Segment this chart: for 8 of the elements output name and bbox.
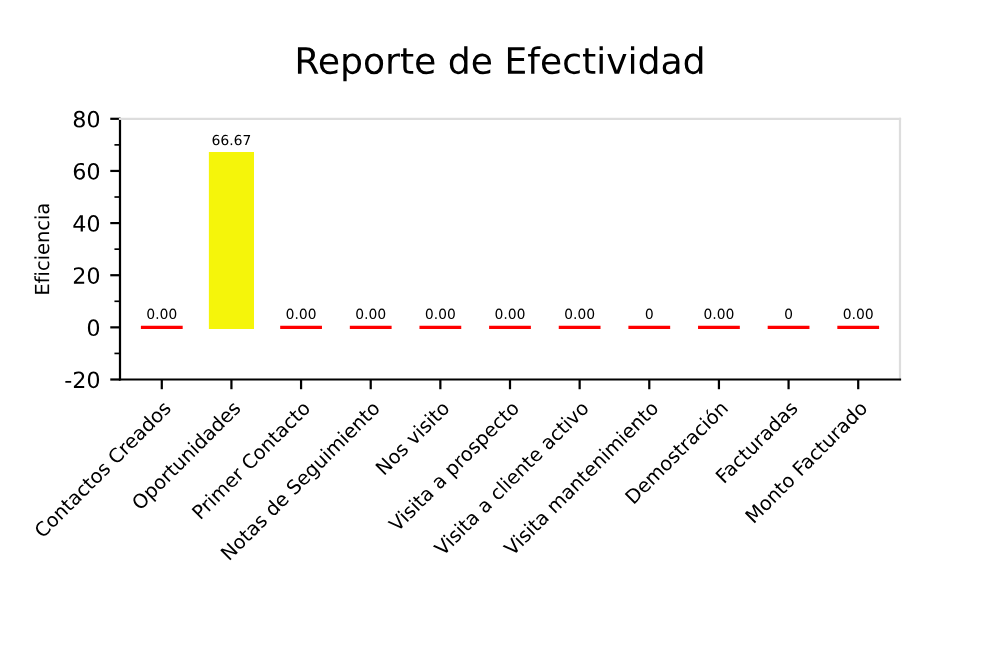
y-tick-label: -20 (65, 371, 100, 389)
y-tick-label: 80 (73, 110, 100, 128)
chart-title: Reporte de Efectividad (297, 46, 703, 82)
y-axis-title: Eficiencia (34, 204, 50, 294)
y-tick-label: 60 (73, 162, 100, 180)
y-tick-label: 20 (73, 267, 100, 284)
y-tick-label: 40 (73, 215, 100, 232)
y-tick-label: 0 (87, 319, 100, 337)
